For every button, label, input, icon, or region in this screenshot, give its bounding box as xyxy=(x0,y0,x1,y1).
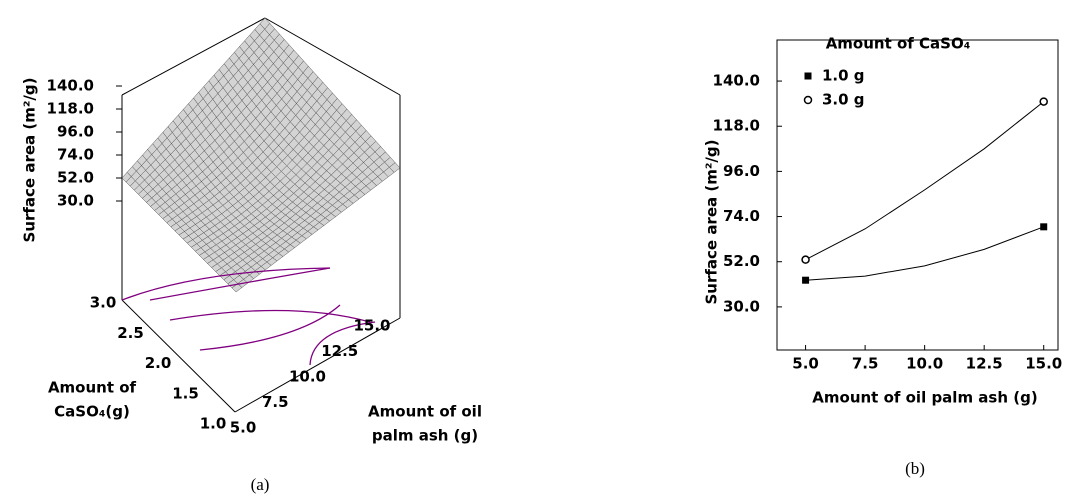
y-tick-label: 118.0 xyxy=(713,117,760,135)
x-axis-label: palm ash (g) xyxy=(372,427,478,445)
y-tick-label: 1.0 xyxy=(200,415,227,433)
z-tick-label: 140.0 xyxy=(47,77,94,95)
y-axis-label: CaSO₄(g) xyxy=(54,403,130,421)
contour-line xyxy=(149,267,331,301)
y-tick-label: 1.5 xyxy=(172,384,199,402)
z-tick-label: 96.0 xyxy=(57,123,94,141)
fit-curve xyxy=(805,226,1044,281)
x-tick-label: 7.5 xyxy=(262,393,289,411)
legend-label: 1.0 g xyxy=(822,67,865,85)
legend-title: Amount of CaSO₄ xyxy=(826,35,971,53)
x-tick-label: 7.5 xyxy=(852,355,879,373)
y-tick-label: 30.0 xyxy=(723,297,760,315)
caption: (a) xyxy=(251,475,270,494)
x-tick-label: 15.0 xyxy=(353,317,390,335)
y-tick-label: 96.0 xyxy=(723,162,760,180)
x-tick-label: 5.0 xyxy=(230,419,257,437)
legend-marker xyxy=(804,72,812,80)
z-tick-label: 74.0 xyxy=(57,146,94,164)
plot-frame xyxy=(776,39,1059,351)
y-tick-label: 3.0 xyxy=(90,294,117,312)
caption: (b) xyxy=(905,459,925,478)
y-tick-label: 140.0 xyxy=(713,72,760,90)
point xyxy=(1040,223,1048,231)
x-tick-label: 10.0 xyxy=(289,368,326,386)
x-tick-label: 12.5 xyxy=(966,355,1003,373)
legend-label: 3.0 g xyxy=(822,91,865,109)
contour-line xyxy=(121,267,331,301)
y-tick-label: 2.0 xyxy=(145,354,172,372)
legend-marker xyxy=(803,95,813,105)
point xyxy=(1039,97,1048,106)
x-axis-label: Amount of oil xyxy=(368,403,482,421)
x-tick-label: 15.0 xyxy=(1025,355,1062,373)
fit-curve xyxy=(805,101,1045,261)
z-tick-label: 118.0 xyxy=(47,100,94,118)
contour-line xyxy=(309,321,376,366)
point xyxy=(801,255,810,264)
x-tick-label: 5.0 xyxy=(792,355,819,373)
y-axis-label: Surface area (m²/g) xyxy=(703,140,721,305)
x-axis-label: Amount of oil palm ash (g) xyxy=(812,389,1037,407)
x-tick-label: 10.0 xyxy=(906,355,943,373)
z-tick-label: 30.0 xyxy=(57,192,94,210)
y-tick-label: 52.0 xyxy=(723,252,760,270)
x-tick-label: 12.5 xyxy=(321,342,358,360)
surface-mesh xyxy=(121,17,401,293)
y-tick-label: 2.5 xyxy=(117,324,144,342)
z-tick-label: 52.0 xyxy=(57,169,94,187)
z-axis-label: Surface area (m²/g) xyxy=(21,78,39,243)
y-tick-label: 74.0 xyxy=(723,207,760,225)
point xyxy=(802,276,810,284)
y-axis-label: Amount of xyxy=(48,379,137,397)
contour-line xyxy=(169,309,371,323)
surface-cell xyxy=(231,283,243,293)
contour-line xyxy=(199,304,341,351)
